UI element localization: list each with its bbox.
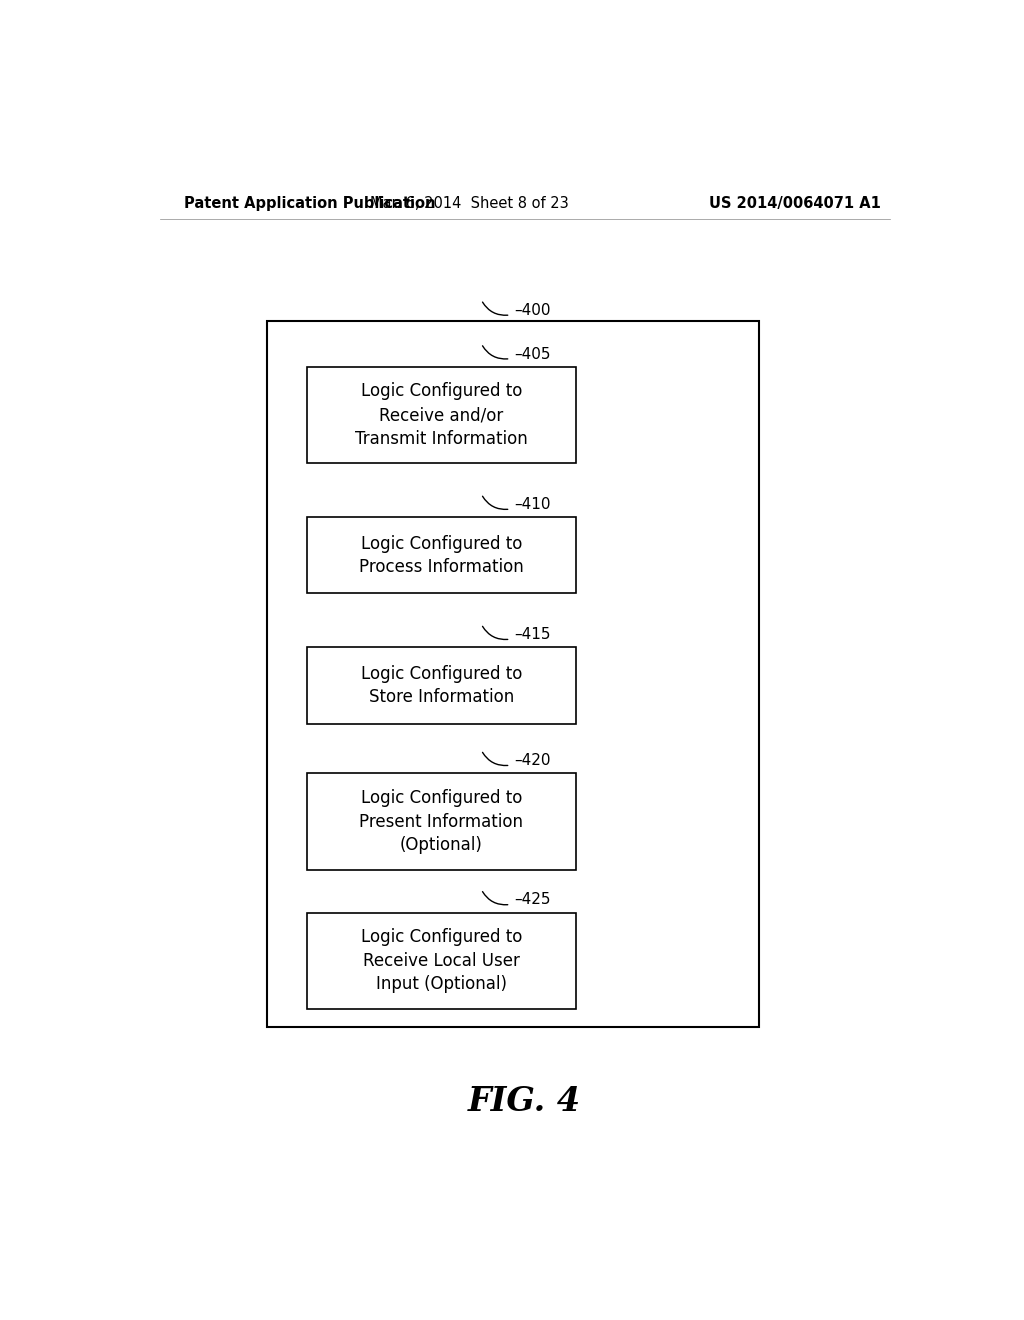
Text: –420: –420 <box>514 754 551 768</box>
Text: Logic Configured to
Receive Local User
Input (Optional): Logic Configured to Receive Local User I… <box>360 928 522 994</box>
Bar <box>267 321 759 1027</box>
Bar <box>306 367 577 463</box>
Text: Patent Application Publication: Patent Application Publication <box>183 195 435 211</box>
Bar <box>306 517 577 594</box>
Bar <box>306 774 577 870</box>
Text: Logic Configured to
Receive and/or
Transmit Information: Logic Configured to Receive and/or Trans… <box>355 383 527 447</box>
Text: –425: –425 <box>514 892 551 907</box>
Bar <box>306 912 577 1008</box>
Text: US 2014/0064071 A1: US 2014/0064071 A1 <box>709 195 881 211</box>
Text: Logic Configured to
Process Information: Logic Configured to Process Information <box>359 535 524 576</box>
Text: FIG. 4: FIG. 4 <box>468 1085 582 1118</box>
Text: Mar. 6, 2014  Sheet 8 of 23: Mar. 6, 2014 Sheet 8 of 23 <box>370 195 568 211</box>
Text: Logic Configured to
Present Information
(Optional): Logic Configured to Present Information … <box>359 789 523 854</box>
Text: –400: –400 <box>514 304 551 318</box>
Text: –405: –405 <box>514 347 551 362</box>
Text: –415: –415 <box>514 627 551 643</box>
Text: –410: –410 <box>514 498 551 512</box>
Bar <box>306 647 577 723</box>
Text: Logic Configured to
Store Information: Logic Configured to Store Information <box>360 664 522 706</box>
